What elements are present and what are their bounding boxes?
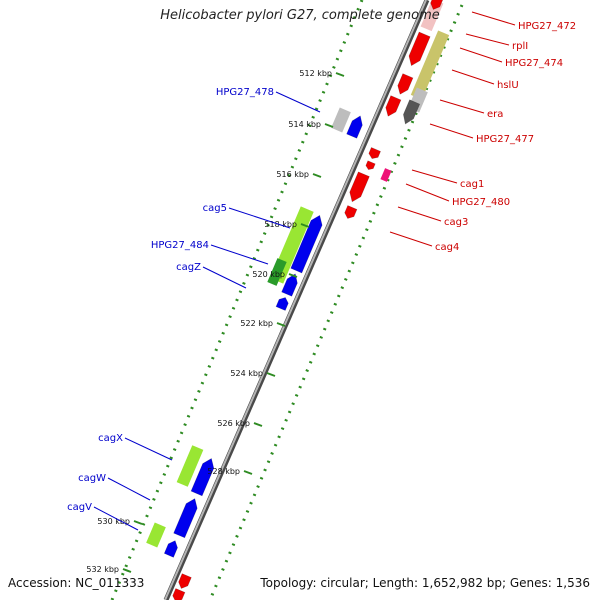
tick-mark <box>312 173 322 178</box>
tick-mark <box>324 123 334 128</box>
reverse-gene-label: hslU <box>497 80 519 91</box>
forward-gene-arrow <box>290 214 323 274</box>
forward-gene-arrow <box>346 115 363 139</box>
forward-gene-arrow <box>281 273 298 297</box>
forward-label-leader <box>202 266 247 289</box>
forward-gene-arrow <box>275 297 289 311</box>
inner-dotted-track <box>110 0 364 601</box>
reverse-label-leader <box>411 169 458 184</box>
reverse-gene-label: rplI <box>512 41 528 52</box>
reverse-gene-label: HPG27_472 <box>518 21 576 32</box>
tick-label: 512 kbp <box>299 69 332 78</box>
tick-mark <box>122 568 132 573</box>
reverse-label-leader <box>389 231 433 247</box>
forward-gene-arrow <box>163 540 178 558</box>
forward-label-leader <box>228 207 291 229</box>
reverse-gene-arrow <box>408 31 431 67</box>
reverse-label-leader <box>465 33 510 46</box>
forward-label-leader <box>210 244 269 265</box>
reverse-gene-arrow <box>178 573 192 589</box>
forward-label-leader <box>124 437 173 461</box>
reverse-gene-arrow <box>172 588 186 602</box>
tick-mark <box>253 422 263 427</box>
tick-mark <box>276 322 286 327</box>
forward-gene-arrow <box>173 498 198 539</box>
reverse-label-leader <box>405 183 450 202</box>
reverse-gene-label: cag3 <box>444 217 468 228</box>
forward-gene-label: cagW <box>78 473 106 484</box>
reverse-gene-arrow <box>385 95 402 117</box>
tick-mark <box>266 372 276 377</box>
tick-label: 526 kbp <box>217 419 250 428</box>
tick-label: 524 kbp <box>230 369 263 378</box>
tick-mark <box>243 470 253 475</box>
reverse-gene-label: era <box>487 109 503 120</box>
reverse-gene-label: cag4 <box>435 242 459 253</box>
reverse-gene-label: cag1 <box>460 179 484 190</box>
reverse-label-leader <box>471 11 516 26</box>
dotted-tracks <box>110 0 464 601</box>
magenta-gene-block <box>380 168 392 182</box>
accession-text: Accession: NC_011333 <box>8 576 145 590</box>
reverse-label-leader <box>397 206 442 222</box>
forward-gene-arrow <box>190 458 215 497</box>
region-block-gray-small <box>331 107 351 133</box>
reverse-gene-label: HPG27_480 <box>452 197 510 208</box>
tick-label: 532 kbp <box>86 565 119 574</box>
reverse-label-leader <box>439 99 485 114</box>
reverse-gene-arrow <box>365 160 376 171</box>
gray-gene-arrow <box>403 99 421 125</box>
region-block-cag-mid <box>176 445 204 487</box>
tick-label: 522 kbp <box>240 319 273 328</box>
forward-gene-label: HPG27_484 <box>151 240 209 251</box>
backbone-layer <box>163 0 430 601</box>
tick-mark <box>300 223 310 228</box>
label-layer: HPG27_478 cag5 HPG27_484 cagZ cagX cagW cagV HP… <box>67 11 576 531</box>
reverse-gene-arrow <box>349 171 370 203</box>
genome-summary: Topology: circular; Length: 1,652,982 bp… <box>260 576 590 590</box>
tick-label: 530 kbp <box>97 517 130 526</box>
reverse-gene-arrow <box>430 0 444 10</box>
backbone-line <box>164 0 427 601</box>
forward-label-leader <box>93 506 139 531</box>
reverse-gene-arrow <box>344 205 358 219</box>
forward-gene-label: cagX <box>98 433 123 444</box>
reverse-label-leader <box>429 123 474 139</box>
tick-label: 514 kbp <box>288 120 321 129</box>
tick-label: 520 kbp <box>252 270 285 279</box>
tick-label: 528 kbp <box>207 467 240 476</box>
reverse-gene-label: HPG27_474 <box>505 58 563 69</box>
region-block-olive <box>410 30 450 100</box>
region-block-cag-low <box>146 522 166 548</box>
forward-gene-label: cag5 <box>203 203 227 214</box>
tick-mark <box>335 72 345 77</box>
reverse-gene-arrow <box>368 147 381 159</box>
region-block-cag-dark <box>267 258 287 286</box>
tick-mark <box>288 273 298 278</box>
map-title: Helicobacter pylori G27, complete genome <box>160 8 440 23</box>
tick-label: 516 kbp <box>276 170 309 179</box>
forward-gene-label: cagZ <box>176 262 201 273</box>
forward-gene-label: HPG27_478 <box>216 87 274 98</box>
tick-mark <box>133 520 143 525</box>
reverse-label-leader <box>451 69 495 85</box>
forward-label-leader <box>107 477 151 501</box>
reverse-label-leader <box>459 47 503 63</box>
reverse-gene-label: HPG27_477 <box>476 134 534 145</box>
forward-gene-label: cagV <box>67 502 92 513</box>
reverse-gene-arrow <box>397 73 414 95</box>
forward-label-leader <box>275 91 321 113</box>
